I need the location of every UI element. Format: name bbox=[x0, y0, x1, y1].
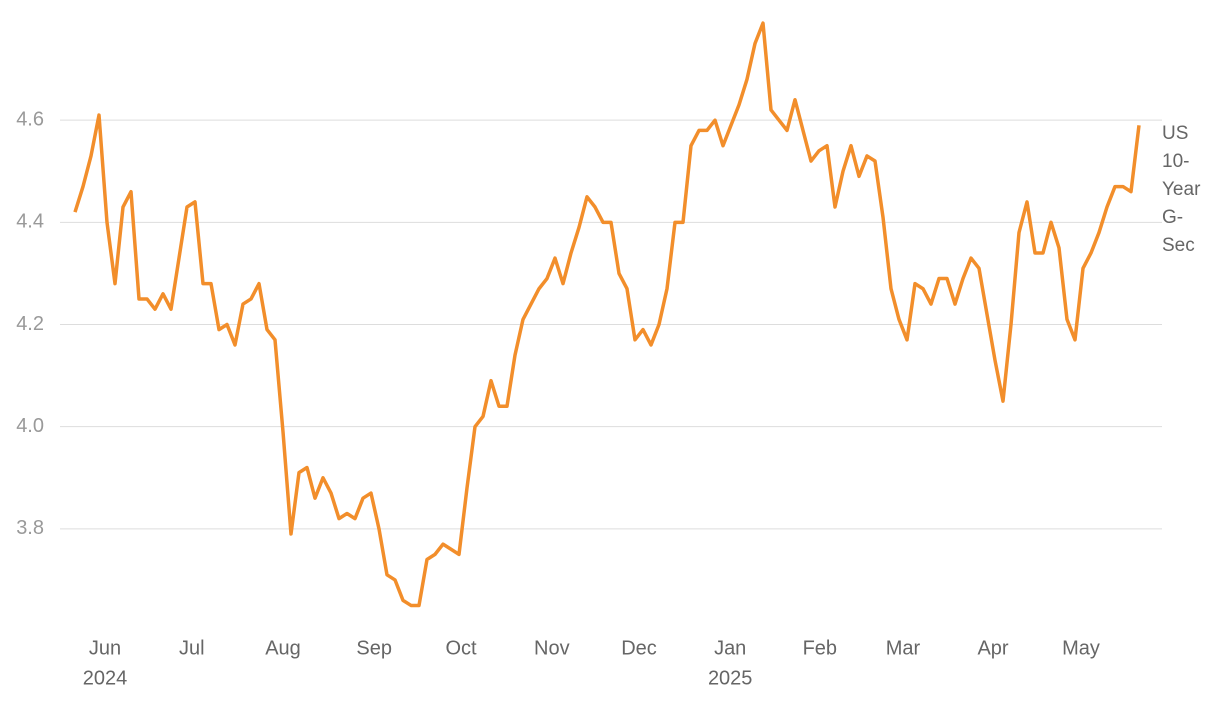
x-tick-label: Feb bbox=[803, 637, 837, 659]
series-label: US 10-Year G-Sec bbox=[1162, 123, 1201, 256]
y-tick-label: 4.2 bbox=[16, 313, 44, 335]
x-tick-label: Jan bbox=[714, 637, 746, 659]
y-tick-label: 4.6 bbox=[16, 108, 44, 130]
x-tick-label: Aug bbox=[265, 637, 301, 659]
x-tick-label: Apr bbox=[977, 637, 1008, 659]
x-tick-label: Sep bbox=[356, 637, 392, 659]
x-tick-label: Jul bbox=[179, 637, 205, 659]
x-tick-label: Oct bbox=[445, 637, 477, 659]
x-year-label: 2025 bbox=[708, 667, 753, 689]
x-year-label: 2024 bbox=[83, 667, 128, 689]
y-tick-label: 4.4 bbox=[16, 211, 44, 233]
y-tick-label: 4.0 bbox=[16, 415, 44, 437]
x-tick-label: Jun bbox=[89, 637, 121, 659]
x-tick-label: Mar bbox=[886, 637, 921, 659]
x-tick-label: Dec bbox=[621, 637, 657, 659]
x-tick-label: May bbox=[1062, 637, 1100, 659]
x-tick-label: Nov bbox=[534, 637, 570, 659]
y-tick-label: 3.8 bbox=[16, 517, 44, 539]
line bbox=[73, 21, 1141, 608]
